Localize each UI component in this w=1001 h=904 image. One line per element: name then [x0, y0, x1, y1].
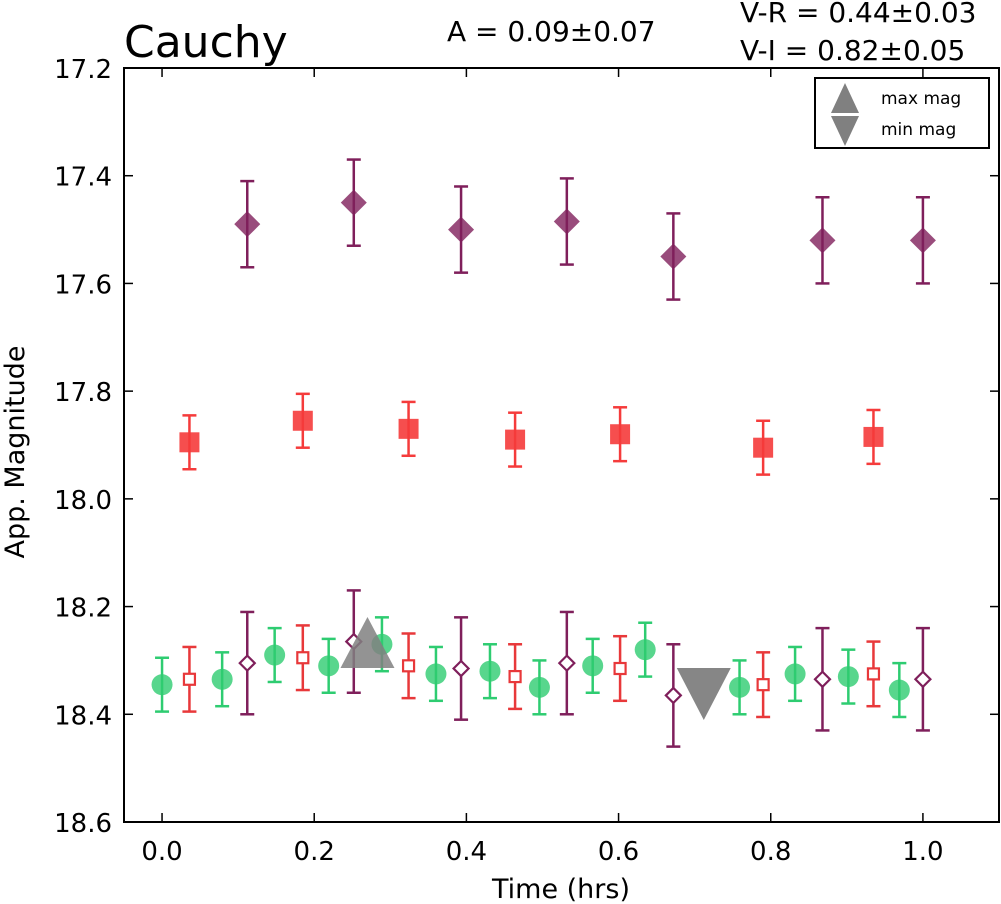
x-tick-label: 0.2: [294, 837, 335, 867]
v-i-annotation: V-I = 0.82±0.05: [740, 34, 965, 67]
data-point: [264, 644, 286, 666]
data-point: [479, 660, 501, 682]
data-point: [756, 678, 770, 692]
data-point: [866, 667, 881, 681]
data-point: [634, 639, 656, 661]
legend-min-mag-marker: [831, 116, 859, 146]
data-point: [508, 669, 522, 684]
data-point: [582, 655, 604, 677]
data-point: [151, 674, 173, 696]
data-point: [505, 429, 526, 450]
y-tick-label: 17.8: [54, 378, 112, 408]
data-point: [888, 679, 910, 701]
y-tick-label: 18.2: [54, 594, 112, 624]
data-point: [753, 437, 774, 458]
x-tick-label: 0.0: [141, 837, 182, 867]
x-axis-label: Time (hrs): [491, 874, 630, 904]
data-point: [837, 666, 859, 688]
legend: max mag min mag: [814, 77, 990, 149]
data-point: [340, 189, 367, 216]
data-point: [909, 227, 936, 254]
data-point: [557, 654, 576, 673]
data-point: [398, 418, 419, 439]
data-point: [452, 659, 471, 678]
data-point: [660, 243, 687, 270]
y-tick-label: 18.6: [54, 809, 112, 839]
data-point: [296, 651, 310, 665]
data-point: [448, 216, 475, 243]
y-axis-label: App. Magnitude: [0, 346, 31, 559]
x-tick-label: 0.8: [750, 837, 791, 867]
y-tick-label: 17.4: [54, 163, 112, 193]
legend-max-mag-marker: [831, 83, 859, 113]
v-r-annotation: V-R = 0.44±0.03: [740, 0, 976, 29]
data-point: [238, 654, 257, 673]
data-point: [211, 668, 233, 690]
data-point: [182, 672, 197, 686]
plot-frame: [123, 67, 1000, 823]
data-point: [784, 663, 806, 685]
data-point: [610, 424, 631, 445]
axis-ticks: 0.0 0.2 0.4 0.6 0.8 1.0 17.2 17.4 17.6 17.8 18.0 18…: [54, 55, 999, 867]
legend-max-mag-label: max mag: [881, 89, 961, 109]
data-point: [664, 686, 683, 705]
y-tick-label: 18.4: [54, 701, 112, 731]
legend-min-mag-label: min mag: [881, 120, 956, 140]
max-mag-marker: [340, 616, 395, 668]
data-point: [425, 663, 447, 685]
y-tick-label: 18.0: [54, 486, 112, 516]
data-point: [809, 227, 836, 254]
data-point: [813, 670, 832, 689]
data-point: [729, 676, 751, 698]
data-point: [863, 426, 884, 447]
y-tick-label: 17.6: [54, 270, 112, 300]
data-point: [553, 208, 580, 235]
data-point: [613, 661, 627, 676]
data-point: [913, 670, 932, 689]
data-point: [234, 211, 261, 238]
min-mag-marker: [676, 668, 731, 721]
data-point: [528, 676, 550, 698]
chart-marks: [151, 158, 936, 748]
data-point: [318, 655, 340, 677]
data-point: [401, 659, 416, 673]
y-tick-label: 17.2: [54, 55, 112, 85]
x-tick-label: 1.0: [902, 837, 943, 867]
x-tick-label: 0.4: [446, 837, 487, 867]
data-point: [292, 410, 313, 431]
x-tick-label: 0.6: [598, 837, 639, 867]
amplitude-annotation: A = 0.09±0.07: [447, 15, 656, 48]
chart-title: Cauchy: [124, 17, 288, 68]
data-point: [179, 432, 200, 453]
